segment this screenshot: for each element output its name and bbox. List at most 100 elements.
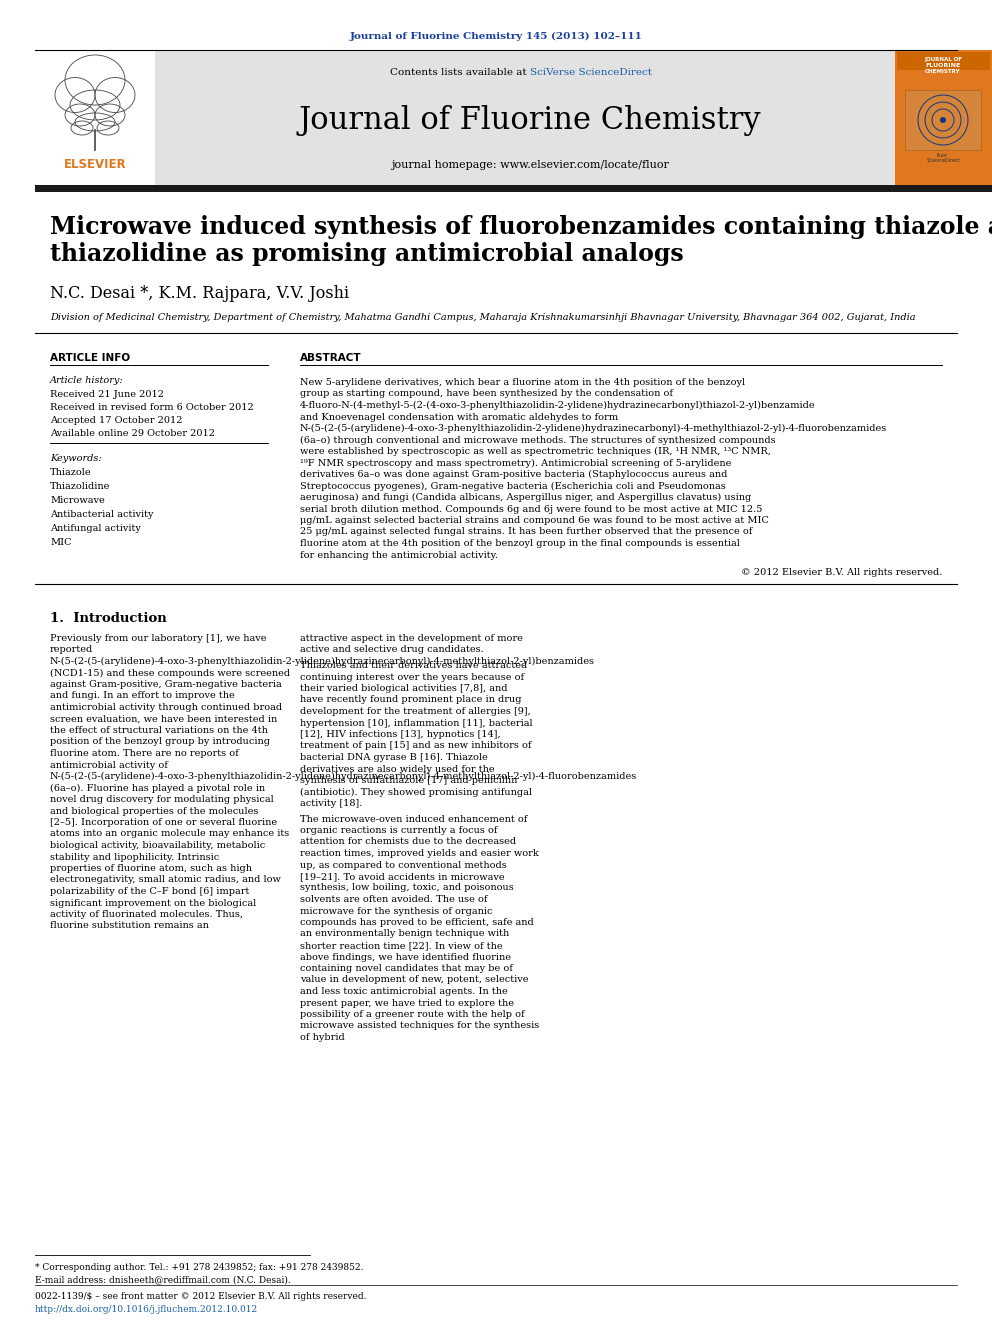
Text: microwave assisted techniques for the synthesis: microwave assisted techniques for the sy… [300,1021,540,1031]
Text: and biological properties of the molecules: and biological properties of the molecul… [50,807,258,815]
Text: derivatives 6a–o was done against Gram-positive bacteria (Staphylococcus aureus : derivatives 6a–o was done against Gram-p… [300,470,727,479]
Text: up, as compared to conventional methods: up, as compared to conventional methods [300,860,507,869]
Text: Thiazolidine: Thiazolidine [50,482,110,491]
Text: and Knoevenagel condensation with aromatic aldehydes to form: and Knoevenagel condensation with aromat… [300,413,618,422]
Bar [905,90,981,149]
Text: novel drug discovery for modulating physical: novel drug discovery for modulating phys… [50,795,274,804]
Text: present paper, we have tried to explore the: present paper, we have tried to explore … [300,999,514,1008]
Text: value in development of new, potent, selective: value in development of new, potent, sel… [300,975,529,984]
Text: containing novel candidates that may be of: containing novel candidates that may be … [300,964,513,972]
Text: properties of fluorine atom, such as high: properties of fluorine atom, such as hig… [50,864,252,873]
Text: FLUORINE: FLUORINE [926,64,960,67]
Circle shape [940,116,946,123]
Text: shorter reaction time [22]. In view of the: shorter reaction time [22]. In view of t… [300,941,503,950]
Bar [897,52,990,70]
Text: [2–5]. Incorporation of one or several fluorine: [2–5]. Incorporation of one or several f… [50,818,277,827]
Text: Accepted 17 October 2012: Accepted 17 October 2012 [50,415,183,425]
Text: [19–21]. To avoid accidents in microwave: [19–21]. To avoid accidents in microwave [300,872,505,881]
Text: attention for chemists due to the decreased: attention for chemists due to the decrea… [300,837,516,847]
Text: http://dx.doi.org/10.1016/j.jfluchem.2012.10.012: http://dx.doi.org/10.1016/j.jfluchem.201… [35,1304,258,1314]
Text: position of the benzoyl group by introducing: position of the benzoyl group by introdu… [50,737,270,746]
Text: Division of Medicinal Chemistry, Department of Chemistry, Mahatma Gandhi Campus,: Division of Medicinal Chemistry, Departm… [50,314,916,321]
Text: treatment of pain [15] and as new inhibitors of: treatment of pain [15] and as new inhibi… [300,741,532,750]
Text: Article history:: Article history: [50,376,124,385]
Text: * Corresponding author. Tel.: +91 278 2439852; fax: +91 278 2439852.: * Corresponding author. Tel.: +91 278 24… [35,1263,363,1271]
Text: Streptococcus pyogenes), Gram-negative bacteria (Escherichia coli and Pseudomona: Streptococcus pyogenes), Gram-negative b… [300,482,726,491]
Text: polarizability of the C–F bond [6] impart: polarizability of the C–F bond [6] impar… [50,886,249,896]
Text: synthesis of sulfathiazole [17] and penicillin: synthesis of sulfathiazole [17] and peni… [300,777,518,785]
Text: fluorine atom at the 4th position of the benzoyl group in the final compounds is: fluorine atom at the 4th position of the… [300,538,740,548]
Text: Received in revised form 6 October 2012: Received in revised form 6 October 2012 [50,404,254,411]
Text: ScienceDirect: ScienceDirect [927,157,960,163]
Bar [895,50,992,185]
Text: CHEMISTRY: CHEMISTRY [926,69,961,74]
Text: 0022-1139/$ – see front matter © 2012 Elsevier B.V. All rights reserved.: 0022-1139/$ – see front matter © 2012 El… [35,1293,366,1301]
Text: solvents are often avoided. The use of: solvents are often avoided. The use of [300,894,487,904]
Text: fluorine substitution remains an: fluorine substitution remains an [50,922,209,930]
Bar [35,50,155,185]
Text: 25 μg/mL against selected fungal strains. It has been further observed that the : 25 μg/mL against selected fungal strains… [300,528,752,537]
Text: Antibacterial activity: Antibacterial activity [50,509,154,519]
Text: continuing interest over the years because of: continuing interest over the years becau… [300,672,524,681]
Text: 4-fluoro-N-(4-methyl-5-(2-(4-oxo-3-phenylthiazolidin-2-ylidene)hydrazinecarbonyl: 4-fluoro-N-(4-methyl-5-(2-(4-oxo-3-pheny… [300,401,815,410]
Text: activity of fluorinated molecules. Thus,: activity of fluorinated molecules. Thus, [50,910,243,919]
Text: E-mail address: dnisheeth@rediffmail.com (N.C. Desai).: E-mail address: dnisheeth@rediffmail.com… [35,1275,291,1285]
Text: (6a–o) through conventional and microwave methods. The structures of synthesized: (6a–o) through conventional and microwav… [300,435,776,445]
Text: an environmentally benign technique with: an environmentally benign technique with [300,930,509,938]
Text: for enhancing the antimicrobial activity.: for enhancing the antimicrobial activity… [300,550,498,560]
Text: New 5-arylidene derivatives, which bear a fluorine atom in the 4th position of t: New 5-arylidene derivatives, which bear … [300,378,745,388]
Text: Received 21 June 2012: Received 21 June 2012 [50,390,164,400]
Text: ARTICLE INFO: ARTICLE INFO [50,353,130,363]
Text: synthesis, low boiling, toxic, and poisonous: synthesis, low boiling, toxic, and poiso… [300,884,514,893]
Text: attractive aspect in the development of more: attractive aspect in the development of … [300,634,523,643]
Text: JOURNAL OF: JOURNAL OF [924,57,962,62]
Text: their varied biological activities [7,8], and: their varied biological activities [7,8]… [300,684,508,693]
Text: N.C. Desai *, K.M. Rajpara, V.V. Joshi: N.C. Desai *, K.M. Rajpara, V.V. Joshi [50,284,349,302]
Text: were established by spectroscopic as well as spectrometric techniques (IR, ¹H NM: were established by spectroscopic as wel… [300,447,771,456]
Text: journal homepage: www.elsevier.com/locate/fluor: journal homepage: www.elsevier.com/locat… [391,160,669,169]
Text: against Gram-positive, Gram-negative bacteria: against Gram-positive, Gram-negative bac… [50,680,282,689]
Text: serial broth dilution method. Compounds 6g and 6j were found to be most active a: serial broth dilution method. Compounds … [300,504,763,513]
Text: ¹⁹F NMR spectroscopy and mass spectrometry). Antimicrobial screening of 5-arylid: ¹⁹F NMR spectroscopy and mass spectromet… [300,459,731,467]
Text: screen evaluation, we have been interested in: screen evaluation, we have been interest… [50,714,277,724]
Text: biological activity, bioavailability, metabolic: biological activity, bioavailability, me… [50,841,265,849]
Text: group as starting compound, have been synthesized by the condensation of: group as starting compound, have been sy… [300,389,673,398]
Text: © 2012 Elsevier B.V. All rights reserved.: © 2012 Elsevier B.V. All rights reserved… [741,568,942,577]
Text: Antifungal activity: Antifungal activity [50,524,141,533]
Text: above findings, we have identified fluorine: above findings, we have identified fluor… [300,953,511,962]
Text: and fungi. In an effort to improve the: and fungi. In an effort to improve the [50,692,235,700]
Text: aeruginosa) and fungi (Candida albicans, Aspergillus niger, and Aspergillus clav: aeruginosa) and fungi (Candida albicans,… [300,493,751,503]
Bar [155,50,937,185]
Text: antimicrobial activity of: antimicrobial activity of [50,761,168,770]
Text: stability and lipophilicity. Intrinsic: stability and lipophilicity. Intrinsic [50,852,219,861]
Text: SciVerse ScienceDirect: SciVerse ScienceDirect [530,67,652,77]
Text: bacterial DNA gyrase B [16]. Thiazole: bacterial DNA gyrase B [16]. Thiazole [300,753,488,762]
Text: significant improvement on the biological: significant improvement on the biologica… [50,898,256,908]
Text: derivatives are also widely used for the: derivatives are also widely used for the [300,765,495,774]
Text: MIC: MIC [50,538,71,546]
Text: Contents lists available at: Contents lists available at [390,67,530,77]
Text: hypertension [10], inflammation [11], bacterial: hypertension [10], inflammation [11], ba… [300,718,533,728]
Text: the effect of structural variations on the 4th: the effect of structural variations on t… [50,726,268,736]
Text: reaction times, improved yields and easier work: reaction times, improved yields and easi… [300,849,539,859]
Text: thiazolidine as promising antimicrobial analogs: thiazolidine as promising antimicrobial … [50,242,683,266]
Text: Thiazoles and their derivatives have attracted: Thiazoles and their derivatives have att… [300,662,528,669]
Text: Microwave: Microwave [50,496,105,505]
Text: organic reactions is currently a focus of: organic reactions is currently a focus o… [300,826,498,835]
Text: fluor: fluor [937,153,948,157]
Text: Journal of Fluorine Chemistry 145 (2013) 102–111: Journal of Fluorine Chemistry 145 (2013)… [349,32,643,41]
Text: ELSEVIER: ELSEVIER [63,157,126,171]
Text: ABSTRACT: ABSTRACT [300,353,362,363]
Text: Keywords:: Keywords: [50,454,101,463]
Text: development for the treatment of allergies [9],: development for the treatment of allergi… [300,706,531,716]
Text: (antibiotic). They showed promising antifungal: (antibiotic). They showed promising anti… [300,787,532,796]
Text: Thiazole: Thiazole [50,468,91,478]
Text: (6a–o). Fluorine has played a pivotal role in: (6a–o). Fluorine has played a pivotal ro… [50,783,265,792]
Text: Journal of Fluorine Chemistry: Journal of Fluorine Chemistry [299,105,761,136]
Text: Previously from our laboratory [1], we have: Previously from our laboratory [1], we h… [50,634,267,643]
Text: Available online 29 October 2012: Available online 29 October 2012 [50,429,215,438]
Text: [12], HIV infections [13], hypnotics [14],: [12], HIV infections [13], hypnotics [14… [300,730,501,740]
Text: fluorine atom. There are no reports of: fluorine atom. There are no reports of [50,749,239,758]
Text: and less toxic antimicrobial agents. In the: and less toxic antimicrobial agents. In … [300,987,508,996]
Text: (NCD1-15) and these compounds were screened: (NCD1-15) and these compounds were scree… [50,668,290,677]
